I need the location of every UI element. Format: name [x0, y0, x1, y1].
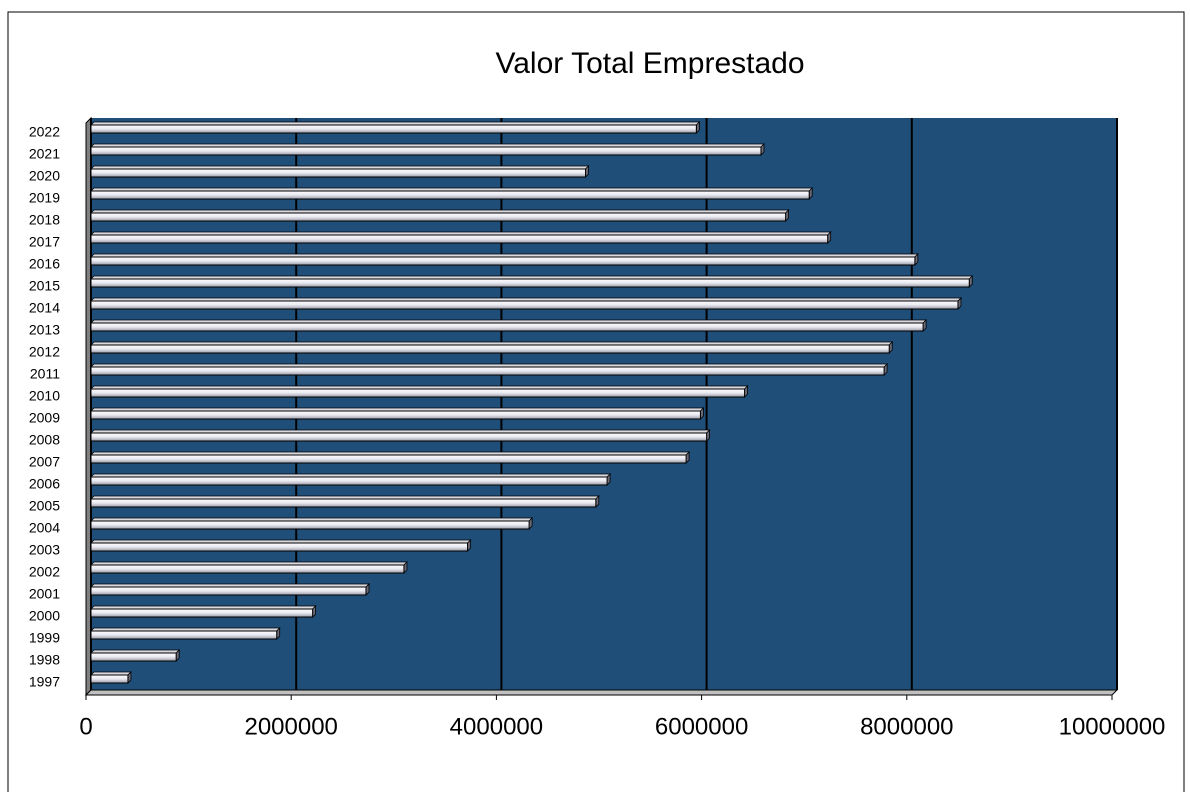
- y-tick-label: 2003: [29, 542, 60, 558]
- y-tick-label: 2006: [29, 476, 60, 492]
- bar: [90, 674, 129, 684]
- y-tick-label: 2022: [29, 124, 60, 140]
- y-tick-label: 2009: [29, 410, 60, 426]
- bar: [90, 168, 587, 178]
- bar: [90, 432, 708, 442]
- bar: [90, 410, 701, 420]
- y-tick-label: 2018: [29, 212, 60, 228]
- bar: [90, 190, 810, 200]
- bar: [90, 630, 278, 640]
- y-tick-label: 2019: [29, 190, 60, 206]
- y-tick-label: 1998: [29, 652, 60, 668]
- y-tick-label: 2002: [29, 564, 60, 580]
- bar: [90, 608, 314, 618]
- y-tick-label: 2013: [29, 322, 60, 338]
- x-tick-label: 0: [79, 713, 92, 740]
- x-tick-label: 10000000: [1059, 713, 1166, 740]
- y-tick-label: 2011: [30, 366, 60, 382]
- y-tick-label: 2017: [29, 234, 60, 250]
- bar: [90, 586, 367, 596]
- bar: [90, 476, 608, 486]
- y-tick-label: 2020: [29, 168, 60, 184]
- x-tick-label: 4000000: [450, 713, 543, 740]
- y-tick-label: 2015: [29, 278, 60, 294]
- chart-title: Valor Total Emprestado: [495, 47, 804, 80]
- bar: [90, 520, 530, 530]
- y-tick-label: 1999: [29, 630, 60, 646]
- y-tick-label: 2000: [29, 608, 60, 624]
- y-tick-label: 2016: [29, 256, 60, 272]
- y-tick-label: 2010: [29, 388, 60, 404]
- bar: [90, 498, 597, 508]
- bar: [90, 322, 924, 332]
- x-tick-label: 6000000: [655, 713, 748, 740]
- x-tick-label: 8000000: [860, 713, 953, 740]
- bar: [90, 278, 970, 288]
- bar: [90, 366, 885, 376]
- bar: [90, 146, 762, 156]
- bar: [90, 344, 890, 354]
- bar: [90, 652, 177, 662]
- bar: [90, 454, 687, 464]
- bar: [90, 542, 469, 552]
- y-tick-label: 1997: [29, 674, 60, 690]
- y-tick-label: 2012: [29, 344, 60, 360]
- plot-floor: [84, 689, 1119, 696]
- y-tick-label: 2004: [29, 520, 60, 536]
- bar: [90, 234, 829, 244]
- bar: [90, 564, 405, 574]
- bar: [90, 388, 746, 398]
- y-tick-label: 2007: [29, 454, 60, 470]
- y-tick-label: 2008: [29, 432, 60, 448]
- bar: [90, 124, 697, 134]
- y-tick-label: 2005: [29, 498, 60, 514]
- plot-background: [91, 118, 1117, 690]
- y-tick-label: 2021: [29, 146, 60, 162]
- y-tick-label: 2001: [29, 586, 60, 602]
- bar: [90, 300, 959, 310]
- x-tick-label: 2000000: [244, 713, 337, 740]
- y-tick-label: 2014: [29, 300, 60, 316]
- bar: [90, 212, 787, 222]
- bar: [90, 256, 916, 266]
